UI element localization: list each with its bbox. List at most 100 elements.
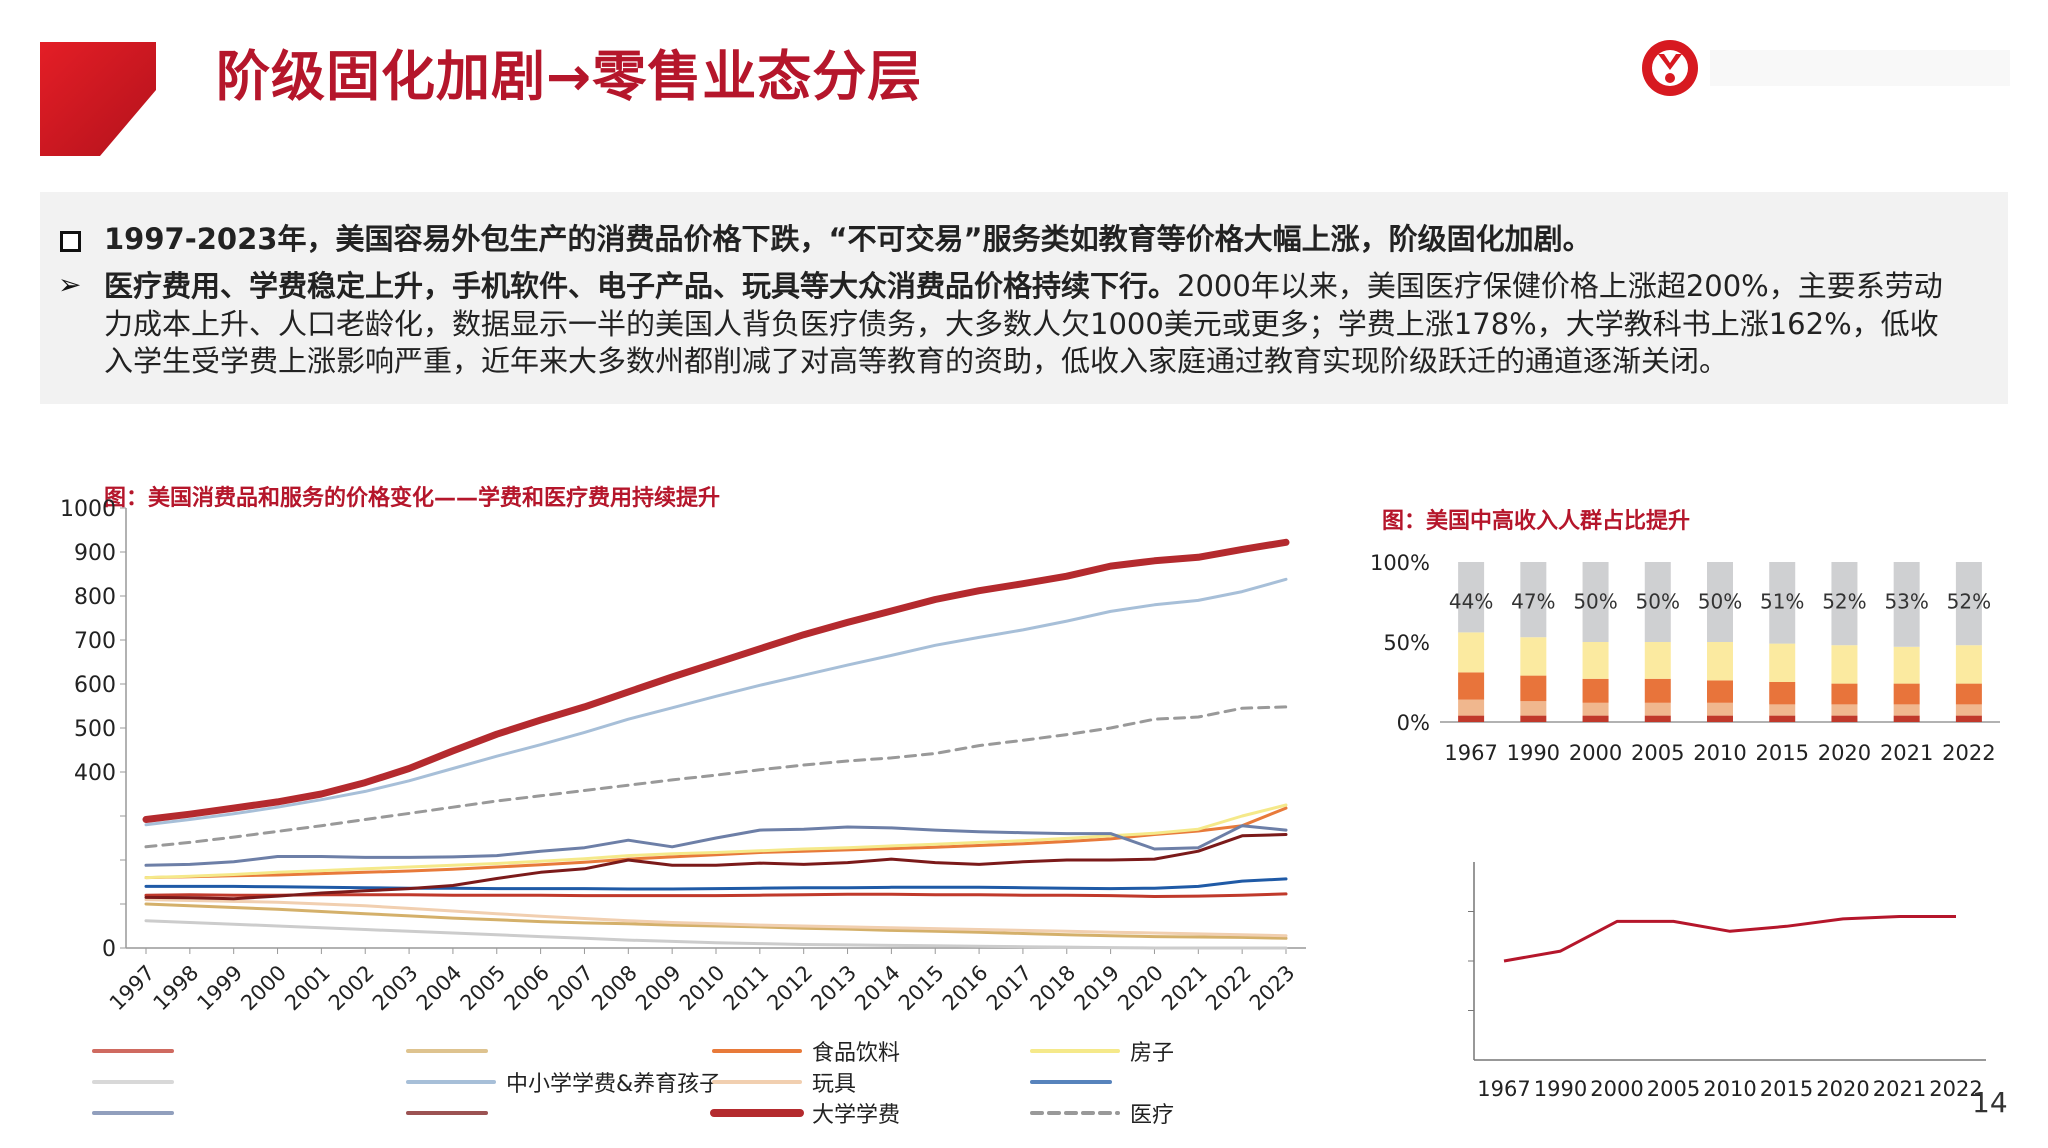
bar-top-label: 47%: [1511, 589, 1555, 613]
x-tick-label: 2022: [1201, 961, 1256, 1016]
x-tick-label: 2004: [412, 961, 467, 1016]
income-share-stacked-bar-chart: 100% 50% 0% 44% 1967 47% 1990 50% 2000 50% 2005 50%…: [1370, 551, 2000, 765]
x-tick-label: 2002: [324, 961, 379, 1016]
y-tick-label: 700: [74, 629, 116, 654]
bar-segment-0: [1769, 715, 1796, 722]
square-bullet-icon: [60, 231, 81, 252]
series-line-2: [144, 806, 1288, 880]
legend-swatch: [92, 1080, 174, 1084]
x-tick-label: 2021: [1880, 741, 1933, 765]
summary-bullet-2-line-2: 力成本上升、人口老龄化，数据显示一半的美国人背负医疗债务，大多数人欠1000美元…: [104, 307, 1939, 341]
x-tick-label: 1997: [105, 961, 160, 1016]
series-line-10: [142, 538, 1290, 823]
x-tick-label: 2014: [850, 961, 905, 1016]
bar-segment-0: [1582, 715, 1609, 722]
bar-segment-2: [1955, 683, 1982, 705]
x-tick-label: 1967: [1477, 1077, 1530, 1101]
legend-swatch: [92, 1049, 174, 1053]
x-tick-label: 2018: [1026, 961, 1081, 1016]
summary-bullet-2-line-1: 医疗费用、学费稳定上升，手机软件、电子产品、玩具等大众消费品价格持续下行。200…: [104, 268, 2004, 304]
legend-swatch: [406, 1111, 488, 1115]
x-tick-label: 1990: [1507, 741, 1560, 765]
x-tick-label: 2010: [675, 961, 730, 1016]
bar-top-label: 50%: [1636, 589, 1680, 613]
x-tick-label: 2021: [1873, 1077, 1926, 1101]
company-logo: [1642, 40, 2010, 96]
bar-segment-4: [1458, 562, 1485, 633]
x-tick-label: 2017: [982, 961, 1037, 1016]
x-tick-label: 2013: [806, 961, 861, 1016]
legend-swatch: [1030, 1111, 1120, 1115]
series-line-4: [144, 919, 1288, 950]
legend-item: [1026, 1067, 1130, 1097]
bar-segment-1: [1955, 704, 1982, 716]
series-line-8: [144, 824, 1288, 867]
legend-label: 食品饮料: [812, 1041, 901, 1066]
summary-bullet-1: 1997-2023年，美国容易外包生产的消费品价格下跌，“不可交易”服务类如教育…: [104, 222, 1592, 256]
x-tick-label: 2000: [1569, 741, 1622, 765]
bar-segment-4: [1707, 562, 1733, 642]
x-tick-label: 2011: [719, 961, 774, 1016]
bar-segment-0: [1831, 715, 1858, 722]
x-tick-label: 2001: [280, 961, 335, 1016]
bar-segment-3: [1831, 645, 1858, 684]
x-tick-label: 2021: [1157, 961, 1212, 1016]
x-tick-label: 2023: [1245, 961, 1300, 1016]
x-tick-label: 2009: [631, 961, 686, 1016]
legend-item: [88, 1067, 192, 1097]
legend-item: 医疗: [1026, 1098, 1174, 1128]
bar-top-label: 53%: [1884, 589, 1928, 613]
legend-swatch: [710, 1109, 804, 1117]
x-tick-label: 2005: [1631, 741, 1684, 765]
x-tick-label: 2015: [894, 961, 949, 1016]
x-tick-label: 2010: [1703, 1077, 1756, 1101]
legend-swatch: [712, 1080, 802, 1084]
y-tick-label: 400: [74, 761, 116, 786]
x-tick-label: 2008: [587, 961, 642, 1016]
legend-label: 玩具: [812, 1072, 857, 1097]
bar-segment-3: [1520, 637, 1547, 676]
bar-segment-0: [1458, 715, 1485, 722]
x-tick-label: 2020: [1818, 741, 1871, 765]
summary-panel: [40, 192, 2008, 404]
legend-label: 大学学费: [812, 1103, 901, 1128]
bar-segment-0: [1955, 715, 1982, 722]
legend-label: 医疗: [1130, 1103, 1175, 1128]
y-tick-label: 0%: [1397, 711, 1430, 735]
bar-segment-3: [1458, 632, 1485, 673]
y-tick-label: 900: [74, 541, 116, 566]
page-title: 阶级固化加剧→零售业态分层: [216, 45, 923, 108]
bar-segment-3: [1582, 642, 1609, 679]
x-tick-label: 2000: [236, 961, 291, 1016]
x-tick-label: 2005: [1647, 1077, 1700, 1101]
y-tick-label: 1000: [60, 497, 116, 522]
bar-segment-2: [1458, 672, 1485, 700]
bar-top-label: 52%: [1822, 589, 1866, 613]
y-tick-label: 100%: [1370, 551, 1430, 575]
x-tick-label: 2003: [368, 961, 423, 1016]
x-tick-label: 1999: [192, 961, 247, 1016]
bar-segment-2: [1769, 682, 1796, 705]
bar-segment-4: [1520, 562, 1547, 638]
bar-segment-1: [1893, 704, 1920, 716]
legend-item: [88, 1098, 192, 1128]
bar-segment-1: [1520, 701, 1547, 716]
price-change-line-chart: 1000900800700600500400019971998199920002…: [60, 497, 1306, 1016]
bar-segment-2: [1893, 683, 1920, 705]
bar-segment-4: [1769, 562, 1796, 644]
x-tick-label: 2022: [1929, 1077, 1982, 1101]
legend-swatch: [1030, 1080, 1112, 1084]
bar-segment-1: [1582, 702, 1609, 716]
x-tick-label: 2022: [1942, 741, 1995, 765]
x-tick-label: 2019: [1069, 961, 1124, 1016]
legend-label: 房子: [1130, 1041, 1175, 1066]
series-line-0: [144, 892, 1288, 898]
bar-top-label: 50%: [1573, 589, 1617, 613]
legend-item: 食品饮料: [708, 1036, 900, 1066]
arrow-bullet-icon: ➢: [58, 268, 82, 301]
x-tick-label: 2006: [499, 961, 554, 1016]
legend-item: [402, 1098, 506, 1128]
series-line-11: [144, 705, 1288, 849]
legend-swatch: [1030, 1049, 1120, 1053]
x-tick-label: 2005: [456, 961, 511, 1016]
